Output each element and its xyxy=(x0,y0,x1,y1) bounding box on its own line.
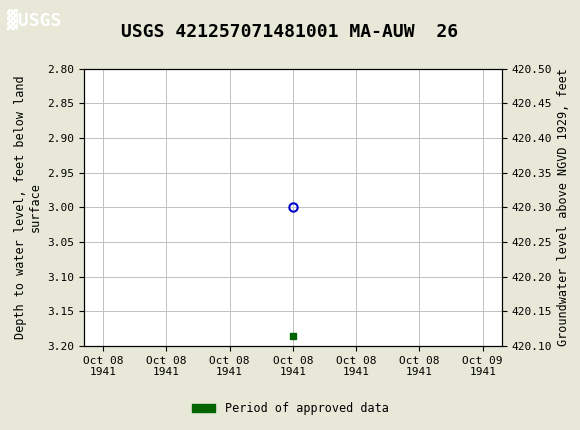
Text: ▓USGS: ▓USGS xyxy=(7,9,61,31)
Y-axis label: Groundwater level above NGVD 1929, feet: Groundwater level above NGVD 1929, feet xyxy=(557,68,571,347)
Text: USGS 421257071481001 MA-AUW  26: USGS 421257071481001 MA-AUW 26 xyxy=(121,23,459,41)
Y-axis label: Depth to water level, feet below land
surface: Depth to water level, feet below land su… xyxy=(14,76,42,339)
Legend: Period of approved data: Period of approved data xyxy=(187,397,393,420)
